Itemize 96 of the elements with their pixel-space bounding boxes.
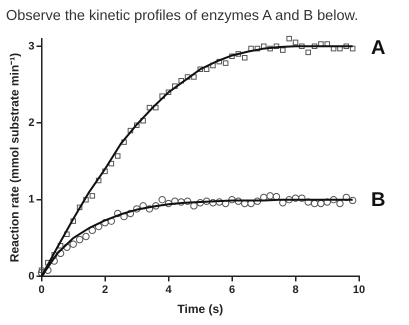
point — [146, 104, 152, 110]
point — [139, 202, 147, 210]
point — [90, 193, 96, 199]
point — [286, 36, 292, 42]
point — [216, 58, 222, 64]
point — [305, 50, 311, 56]
point — [159, 93, 165, 99]
point — [108, 217, 116, 225]
x-tick-label: 8 — [292, 284, 299, 296]
point — [222, 60, 228, 66]
point — [133, 205, 140, 213]
point — [146, 205, 154, 213]
x-tick-label: 6 — [228, 284, 236, 296]
y-tick-label: 2 — [28, 117, 35, 130]
point — [317, 200, 325, 208]
point — [121, 139, 127, 145]
point — [330, 196, 338, 204]
point — [196, 199, 204, 206]
point — [292, 194, 300, 202]
point — [114, 153, 120, 159]
y-tick-label: 1 — [28, 194, 35, 206]
point — [108, 160, 114, 166]
point — [348, 196, 356, 204]
point — [184, 198, 192, 205]
x-tick-label: 10 — [352, 284, 366, 296]
point — [229, 53, 235, 60]
chart-title: Observe the kinetic profiles of enzymes A and B below. — [5, 7, 360, 26]
point — [310, 200, 318, 208]
point — [63, 244, 71, 251]
point — [202, 198, 210, 205]
point — [172, 83, 178, 89]
point — [222, 200, 230, 208]
x-tick-label: 2 — [102, 284, 108, 296]
point — [128, 128, 134, 134]
point — [76, 204, 82, 210]
point — [76, 236, 84, 244]
point — [254, 46, 260, 52]
point — [158, 196, 166, 204]
point — [50, 257, 58, 265]
point — [350, 46, 356, 52]
point — [267, 46, 273, 52]
point — [190, 202, 198, 210]
point — [166, 90, 172, 96]
point — [164, 200, 172, 208]
point — [299, 44, 305, 50]
point — [228, 196, 236, 204]
point — [134, 122, 140, 128]
x-tick-label: 4 — [165, 284, 172, 296]
point — [114, 210, 122, 218]
point — [274, 44, 280, 50]
point — [234, 198, 242, 205]
point — [254, 198, 262, 205]
point — [101, 219, 109, 226]
point — [216, 198, 224, 206]
point — [56, 250, 64, 258]
point — [197, 66, 204, 72]
point — [171, 198, 179, 205]
point — [178, 78, 184, 84]
point — [191, 74, 197, 80]
point — [312, 44, 318, 50]
point — [64, 231, 70, 237]
point — [292, 40, 298, 46]
point — [88, 226, 96, 234]
point — [102, 168, 108, 174]
point — [336, 200, 344, 208]
point — [96, 178, 102, 184]
point — [342, 194, 350, 202]
point — [209, 199, 217, 206]
point — [298, 194, 306, 202]
series-label: A — [371, 37, 386, 60]
point — [184, 74, 190, 80]
point — [152, 202, 160, 210]
point — [126, 210, 134, 218]
point — [70, 240, 77, 248]
point — [70, 218, 76, 224]
point — [120, 212, 128, 220]
point — [140, 118, 146, 124]
y-axis-title: Reaction rate (mmol substrate min⁻¹) — [8, 52, 22, 262]
point — [344, 44, 350, 50]
y-tick-label: 3 — [28, 40, 35, 52]
series-label: B — [371, 188, 386, 211]
point — [153, 104, 159, 110]
point — [178, 198, 185, 206]
point — [280, 47, 286, 53]
point — [285, 196, 293, 204]
point — [38, 268, 44, 274]
y-tick-label: 0 — [28, 270, 35, 282]
point — [204, 66, 210, 72]
point — [236, 51, 242, 57]
point — [242, 55, 248, 61]
point — [266, 192, 274, 200]
point — [83, 196, 89, 202]
point — [82, 232, 90, 240]
x-axis-title: Time (s) — [177, 302, 224, 316]
point — [210, 62, 216, 68]
x-tick-label: 0 — [38, 284, 45, 296]
